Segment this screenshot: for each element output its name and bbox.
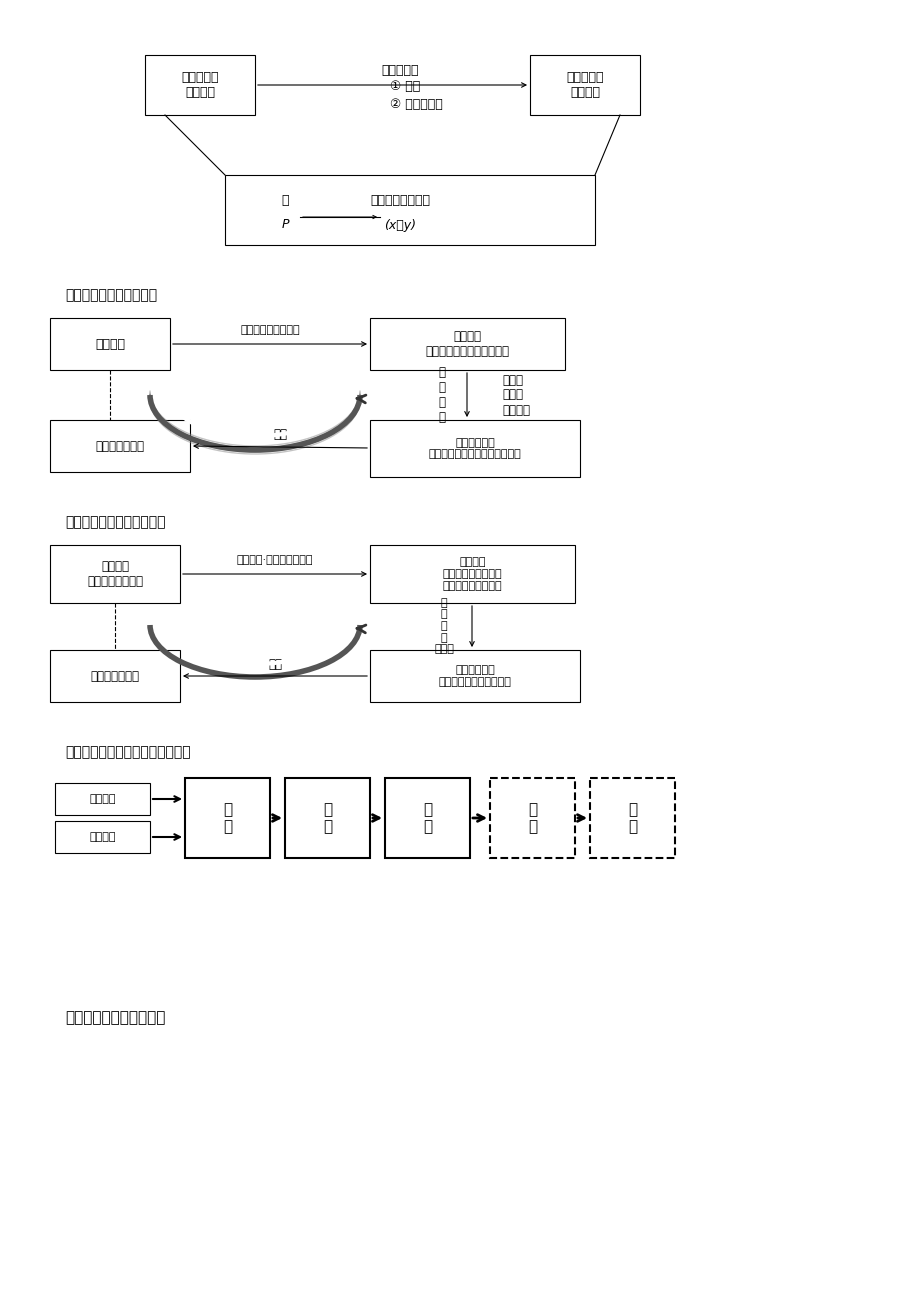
Bar xyxy=(225,174,595,245)
Text: 数学问题
（一元一次不等式或
一元一次不等式组）: 数学问题 （一元一次不等式或 一元一次不等式组） xyxy=(442,557,502,591)
Text: 第十章、数据的收集、整顿与描述: 第十章、数据的收集、整顿与描述 xyxy=(65,745,190,759)
Text: 收
集: 收 集 xyxy=(222,802,232,835)
Text: (x，y): (x，y) xyxy=(383,219,415,232)
Text: 数学问题的解
（二元或三元一次方程组的解）: 数学问题的解 （二元或三元一次方程组的解） xyxy=(428,437,521,460)
Text: 画两条数轴: 画两条数轴 xyxy=(380,64,418,77)
Text: 实际问题: 实际问题 xyxy=(95,337,125,350)
Text: 实际问题的答案: 实际问题的答案 xyxy=(96,440,144,453)
Text: 数学问题的解
（不等式（组）的解集）: 数学问题的解 （不等式（组）的解集） xyxy=(438,665,511,686)
Text: 解
不
等
式
（组）: 解 不 等 式 （组） xyxy=(434,598,453,654)
Bar xyxy=(50,421,190,473)
Bar xyxy=(589,779,675,858)
Text: 实际问题
（包含不等关系）: 实际问题 （包含不等关系） xyxy=(87,560,142,589)
Text: 整
顿: 整 顿 xyxy=(323,802,332,835)
Text: 分
析: 分 析 xyxy=(528,802,537,835)
Bar xyxy=(369,318,564,370)
Bar xyxy=(369,650,579,702)
Text: 设未知数·列不等式（组）: 设未知数·列不等式（组） xyxy=(236,555,312,565)
Text: 数学问题
（二元或三元一次方程组）: 数学问题 （二元或三元一次方程组） xyxy=(425,329,509,358)
Bar xyxy=(285,779,369,858)
Text: 设未知数，列方程组: 设未知数，列方程组 xyxy=(240,326,300,335)
Text: 八年级数学（上）知识点: 八年级数学（上）知识点 xyxy=(65,1010,165,1025)
Bar xyxy=(55,822,150,853)
Bar xyxy=(529,55,640,115)
Text: ② 有公共原点: ② 有公共原点 xyxy=(390,98,442,111)
Bar xyxy=(50,650,180,702)
Text: 建立平面直
角坐标系: 建立平面直 角坐标系 xyxy=(565,72,603,99)
Text: 实际问题的解答: 实际问题的解答 xyxy=(90,669,140,682)
Bar xyxy=(55,783,150,815)
Text: 检验: 检验 xyxy=(267,658,282,671)
Text: 确定平面内
点的位置: 确定平面内 点的位置 xyxy=(181,72,219,99)
Bar xyxy=(50,318,170,370)
Bar xyxy=(369,546,574,603)
Text: 人工调查: 人工调查 xyxy=(89,794,116,805)
Text: 检验: 检验 xyxy=(273,427,287,440)
Bar xyxy=(490,779,574,858)
Bar xyxy=(185,779,269,858)
Text: ① 垂直: ① 垂直 xyxy=(390,81,420,94)
Text: 第九章、不等式与不等式组: 第九章、不等式与不等式组 xyxy=(65,516,165,529)
Text: 第八章、二元一次方程组: 第八章、二元一次方程组 xyxy=(65,288,157,302)
Bar xyxy=(369,421,579,477)
Text: 描
述: 描 述 xyxy=(423,802,432,835)
Text: 点: 点 xyxy=(281,194,289,207)
Text: 代入法
加减法
（消元）: 代入法 加减法 （消元） xyxy=(502,374,529,417)
Text: 解
方
程
组: 解 方 程 组 xyxy=(438,366,445,424)
Text: 坐标（有序数对）: 坐标（有序数对） xyxy=(369,194,429,207)
Text: 抽样调查: 抽样调查 xyxy=(89,832,116,842)
Bar xyxy=(145,55,255,115)
Bar xyxy=(384,779,470,858)
Text: 得
出: 得 出 xyxy=(628,802,636,835)
Bar xyxy=(50,546,180,603)
Text: P: P xyxy=(281,219,289,232)
